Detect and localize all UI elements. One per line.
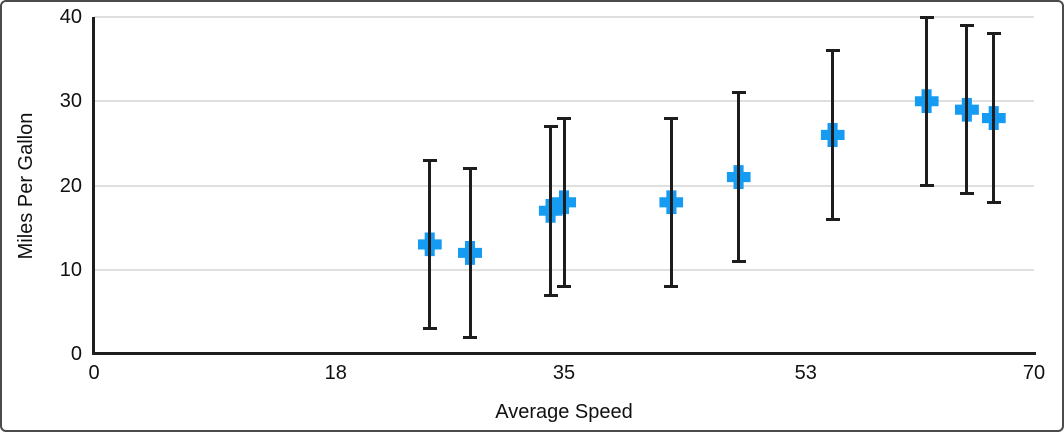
- error-bar-cap-top: [557, 116, 571, 120]
- error-bar-line: [925, 17, 929, 186]
- error-bar-line: [468, 168, 472, 338]
- error-bar-line: [428, 160, 432, 329]
- error-bar-cap-bottom: [664, 285, 679, 289]
- y-axis-line: [92, 17, 95, 355]
- error-bar-line: [737, 92, 741, 262]
- error-bar-cap-top: [731, 91, 746, 95]
- y-tick-label: 10: [59, 258, 82, 281]
- y-tick-label: 20: [59, 174, 82, 197]
- error-bar-cap-bottom: [986, 200, 1001, 204]
- error-bar-cap-top: [825, 49, 840, 53]
- error-bar-cap-bottom: [731, 259, 746, 263]
- error-bar-cap-top: [986, 32, 1001, 36]
- error-bar-cap-top: [919, 15, 934, 19]
- error-bar-line: [669, 118, 673, 287]
- error-bar-cap-top: [543, 125, 558, 129]
- error-bar-cap-bottom: [825, 217, 840, 221]
- error-bar-line: [992, 33, 996, 203]
- error-bar-cap-bottom: [422, 327, 437, 331]
- gridline-y-30: [94, 100, 1034, 103]
- error-bar-cap-top: [422, 158, 437, 162]
- error-bar-cap-bottom: [919, 184, 934, 187]
- x-tick-label: 70: [1022, 362, 1046, 384]
- x-tick-label: 0: [88, 362, 100, 384]
- plot-area: [94, 15, 1034, 354]
- error-bar-cap-bottom: [543, 293, 558, 297]
- x-tick-label: 35: [552, 362, 576, 384]
- x-axis-title: Average Speed: [495, 401, 633, 423]
- error-bar-cap-top: [664, 116, 679, 120]
- gridline-y-40: [94, 16, 1034, 18]
- y-tick-label: 40: [59, 6, 82, 28]
- error-bar-line: [562, 118, 566, 287]
- error-bar-cap-bottom: [959, 192, 974, 196]
- error-bar-line: [965, 25, 969, 194]
- y-tick-label: 30: [59, 90, 82, 113]
- y-tick-label: 0: [70, 343, 82, 365]
- error-bar-cap-bottom: [463, 335, 477, 339]
- error-bar-line: [549, 126, 553, 296]
- error-bar-cap-top: [959, 23, 974, 27]
- error-bar-cap-top: [463, 167, 477, 171]
- x-tick-label: 53: [794, 362, 817, 384]
- error-bar-line: [831, 50, 835, 220]
- error-bar-cap-bottom: [557, 285, 571, 289]
- x-axis-line: [92, 352, 1036, 355]
- x-tick-label: 18: [324, 362, 347, 384]
